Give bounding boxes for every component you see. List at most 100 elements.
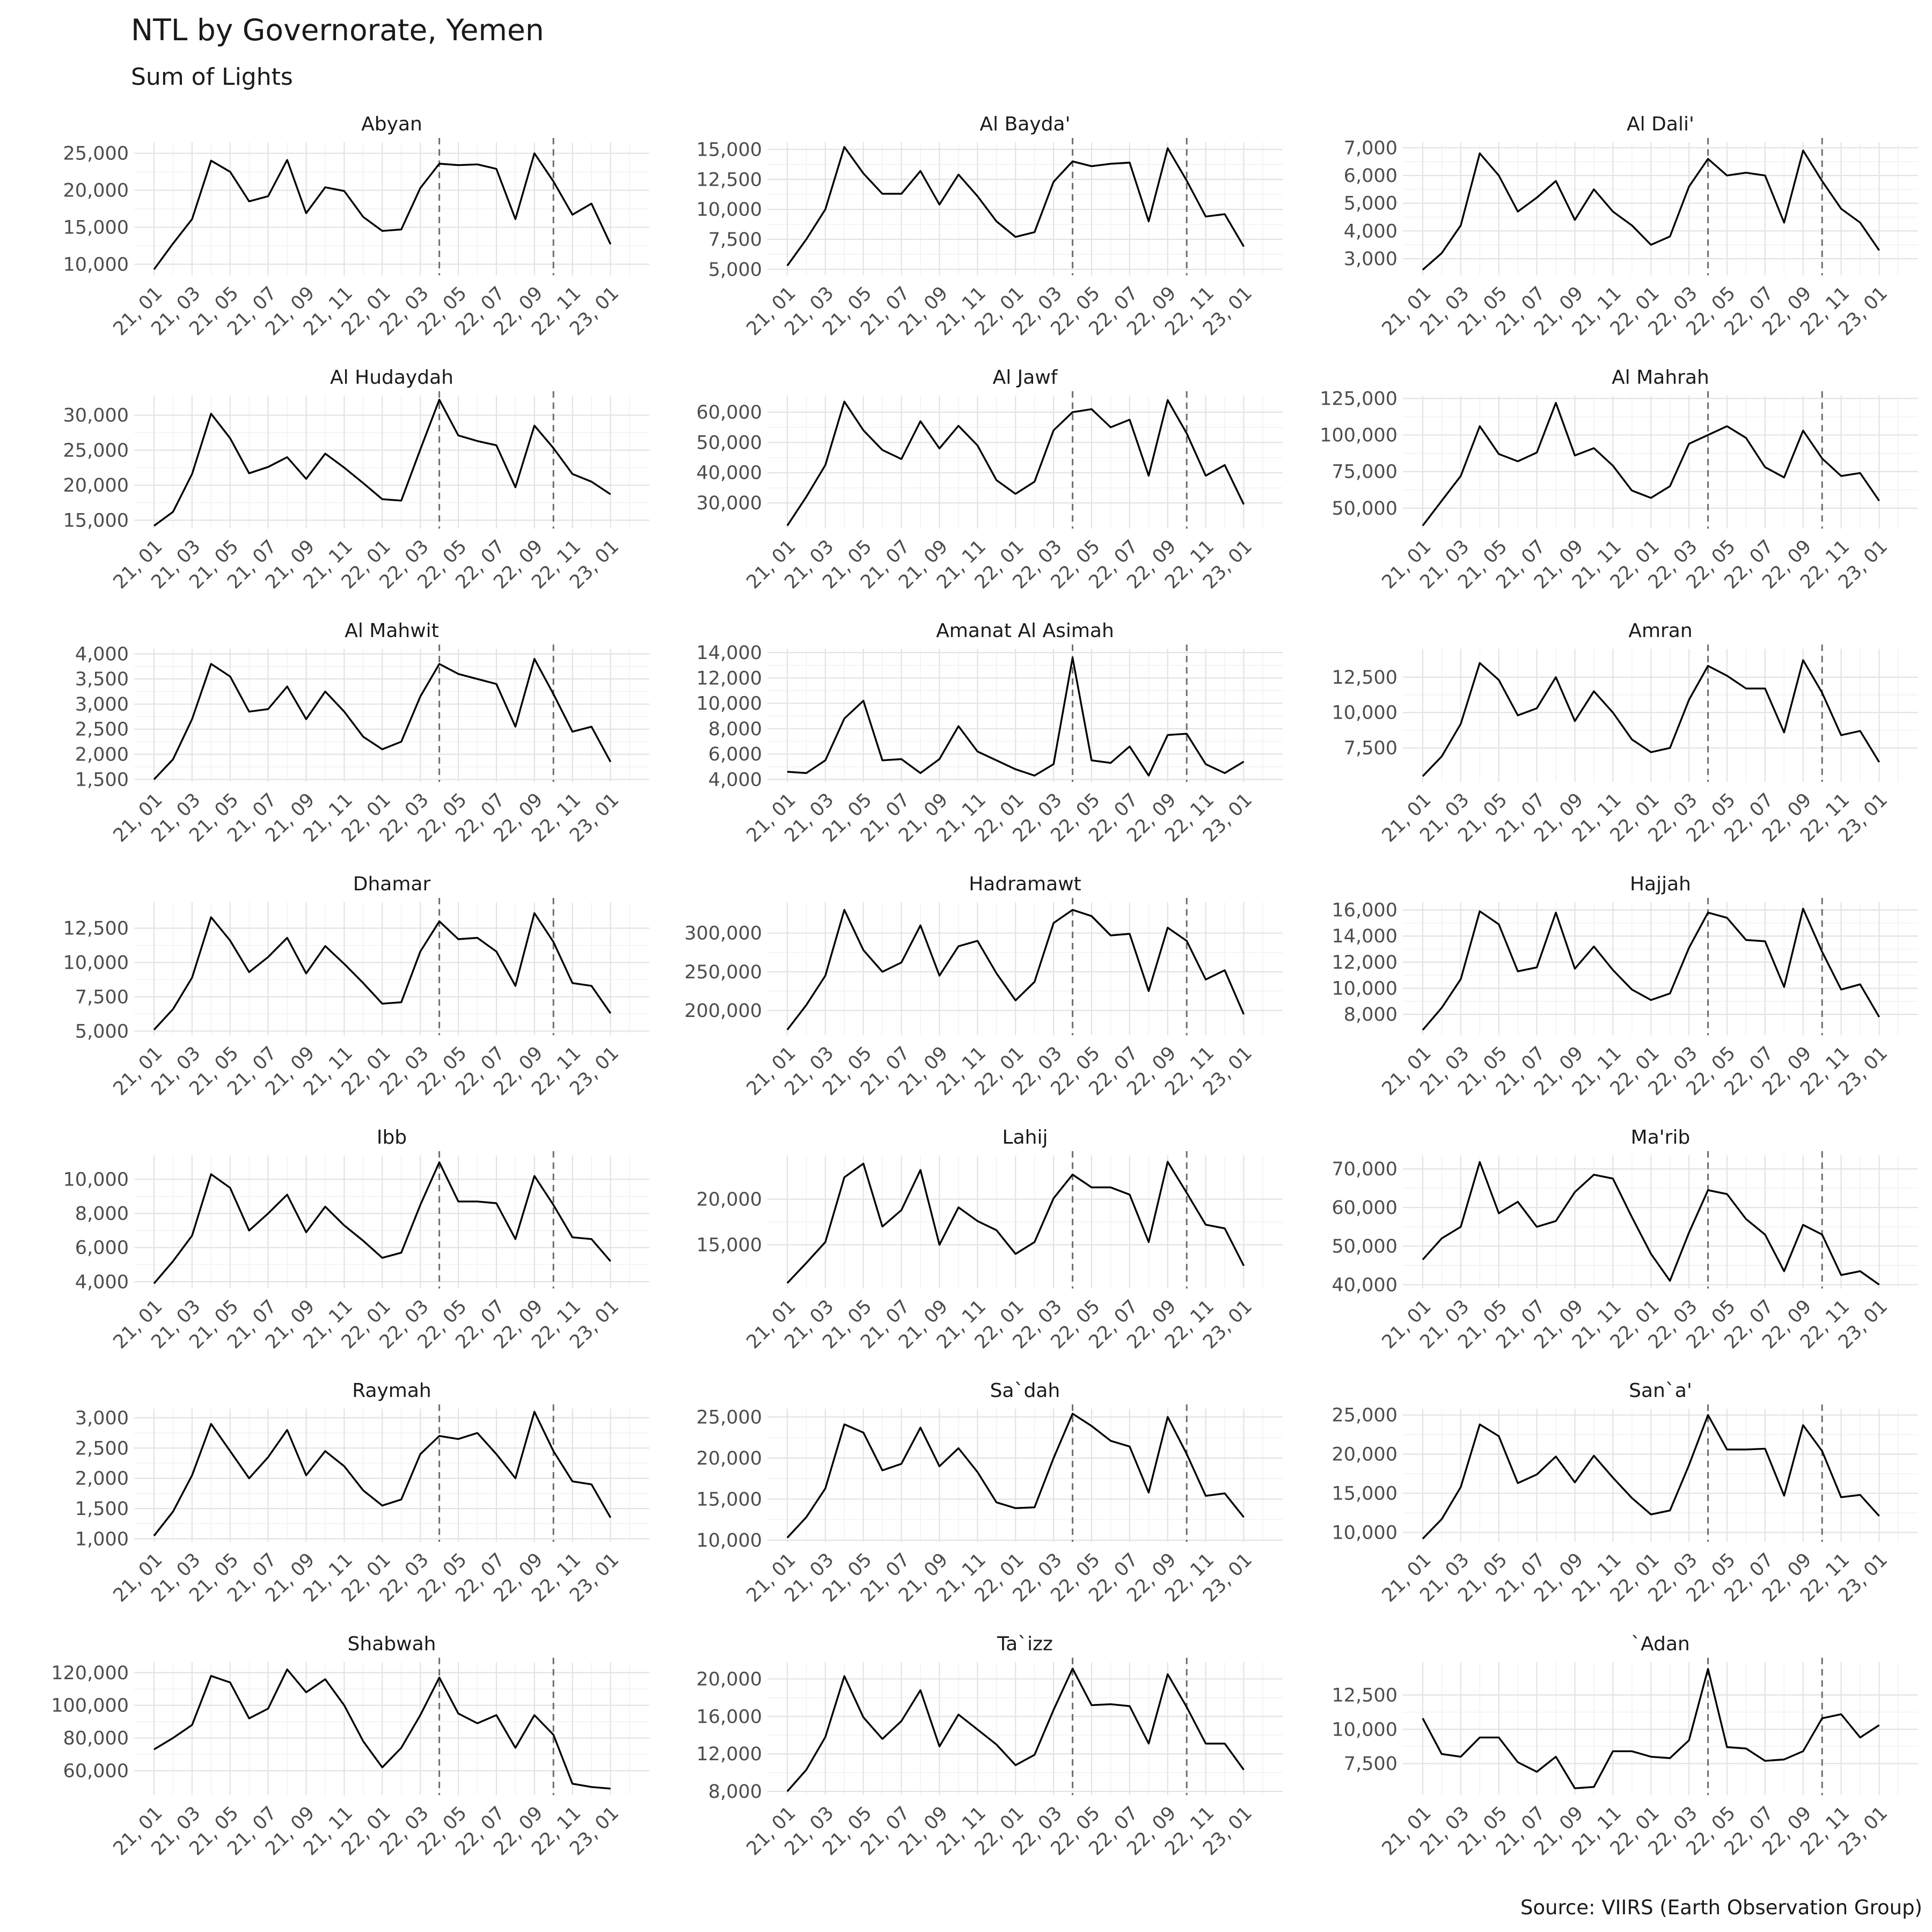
facet-title: Al Jawf (993, 367, 1058, 389)
y-tick-label: 12,500 (1332, 1685, 1397, 1706)
facet-title: Al Dali' (1627, 113, 1694, 135)
y-tick-label: 120,000 (51, 1663, 129, 1684)
y-tick-label: 1,000 (75, 1528, 129, 1550)
y-tick-label: 25,000 (697, 1407, 762, 1428)
series-line-al-hudaydah (153, 399, 611, 527)
y-tick-label: 6,000 (75, 1238, 129, 1259)
y-tick-label: 5,000 (1344, 193, 1397, 215)
y-tick-label: 60,000 (63, 1760, 129, 1782)
y-tick-label: 12,000 (1332, 952, 1397, 974)
y-tick-label: 300,000 (684, 923, 762, 945)
facet-title: Shabwah (348, 1633, 436, 1655)
panel-amanat-al-asimah: 4,000 6,000 8,000 10,000 12,000 14,000 Amanat … (697, 620, 1283, 846)
y-tick-label: 30,000 (63, 405, 129, 427)
y-tick-label: 50,000 (1332, 1236, 1397, 1257)
y-tick-label: 7,000 (1344, 137, 1397, 159)
y-tick-label: 25,000 (1332, 1405, 1397, 1426)
y-tick-label: 2,000 (75, 1468, 129, 1490)
y-tick-label: 60,000 (697, 402, 762, 423)
facet-title: Al Bayda' (980, 113, 1071, 135)
y-tick-label: 8,000 (708, 1781, 762, 1803)
chart-title: NTL by Governorate, Yemen (131, 13, 544, 47)
series-line-al-bayda (786, 146, 1245, 267)
y-tick-label: 12,000 (697, 668, 762, 689)
y-tick-label: 8,000 (708, 719, 762, 740)
source-caption: Source: VIIRS (Earth Observation Group) (1520, 1896, 1922, 1919)
y-tick-label: 12,000 (697, 1744, 762, 1765)
y-tick-label: 10,000 (63, 1169, 129, 1191)
y-tick-label: 10,000 (63, 254, 129, 275)
y-tick-label: 60,000 (1332, 1197, 1397, 1219)
y-tick-label: 75,000 (1332, 462, 1397, 483)
facet-title: Ta`izz (997, 1633, 1053, 1655)
series-line-lahij (786, 1161, 1245, 1284)
series-line-al-jawf (786, 399, 1245, 526)
facet-title: Hajjah (1630, 873, 1691, 895)
y-tick-label: 20,000 (697, 1189, 762, 1211)
chart-subtitle: Sum of Lights (131, 63, 293, 91)
facet-title: Al Mahwit (345, 620, 439, 642)
y-tick-label: 10,000 (63, 952, 129, 974)
y-tick-label: 15,000 (1332, 1483, 1397, 1505)
series-line-shabwah (153, 1668, 611, 1790)
y-tick-label: 20,000 (63, 180, 129, 202)
y-tick-label: 10,000 (697, 199, 762, 221)
y-tick-label: 6,000 (708, 744, 762, 765)
facet-title: Amran (1628, 620, 1692, 642)
y-tick-label: 7,500 (1344, 1753, 1397, 1775)
y-tick-label: 8,000 (75, 1203, 129, 1225)
series-line-san-a (1422, 1414, 1880, 1540)
y-tick-label: 15,000 (697, 139, 762, 160)
y-tick-label: 16,000 (1332, 900, 1397, 921)
y-tick-label: 14,000 (697, 642, 762, 664)
y-tick-label: 14,000 (1332, 926, 1397, 947)
y-tick-label: 50,000 (697, 432, 762, 453)
y-tick-label: 40,000 (697, 463, 762, 484)
y-tick-label: 4,000 (708, 769, 762, 791)
y-tick-label: 10,000 (1332, 1522, 1397, 1543)
y-tick-label: 16,000 (697, 1706, 762, 1728)
facet-title: Ibb (377, 1126, 407, 1148)
y-tick-label: 70,000 (1332, 1159, 1397, 1180)
facet-title: `Adan (1631, 1633, 1690, 1655)
y-tick-label: 1,500 (75, 769, 129, 791)
y-tick-label: 20,000 (697, 1668, 762, 1690)
y-tick-label: 1,500 (75, 1498, 129, 1520)
series-line-ma-rib (1422, 1161, 1880, 1286)
series-line-amanat-al-asimah (787, 656, 1245, 777)
y-tick-label: 50,000 (1332, 498, 1397, 519)
y-tick-label: 80,000 (63, 1728, 129, 1749)
y-tick-label: 3,500 (75, 669, 129, 690)
facet-title: Abyan (361, 113, 422, 135)
facet-title: Al Mahrah (1612, 367, 1709, 389)
facet-title: San`a' (1629, 1380, 1692, 1402)
y-tick-label: 2,000 (75, 744, 129, 766)
y-tick-label: 10,000 (1332, 1719, 1397, 1740)
facet-title: Hadramawt (969, 873, 1081, 895)
y-tick-label: 7,500 (75, 986, 129, 1008)
y-tick-label: 2,500 (75, 719, 129, 741)
series-line-raymah (153, 1410, 612, 1536)
y-tick-label: 12,500 (63, 918, 129, 940)
y-tick-label: 200,000 (684, 1000, 762, 1022)
series-line-adan (1422, 1668, 1880, 1789)
y-tick-label: 12,500 (697, 169, 762, 191)
facet-title: Dhamar (353, 873, 431, 895)
y-tick-label: 125,000 (1320, 388, 1397, 409)
y-tick-label: 7,500 (708, 229, 762, 251)
y-tick-label: 12,500 (1332, 667, 1397, 689)
y-tick-label: 10,000 (1332, 702, 1397, 724)
series-line-dhamar (153, 912, 611, 1030)
y-tick-label: 25,000 (63, 143, 129, 165)
facet-title: Lahij (1002, 1126, 1048, 1148)
